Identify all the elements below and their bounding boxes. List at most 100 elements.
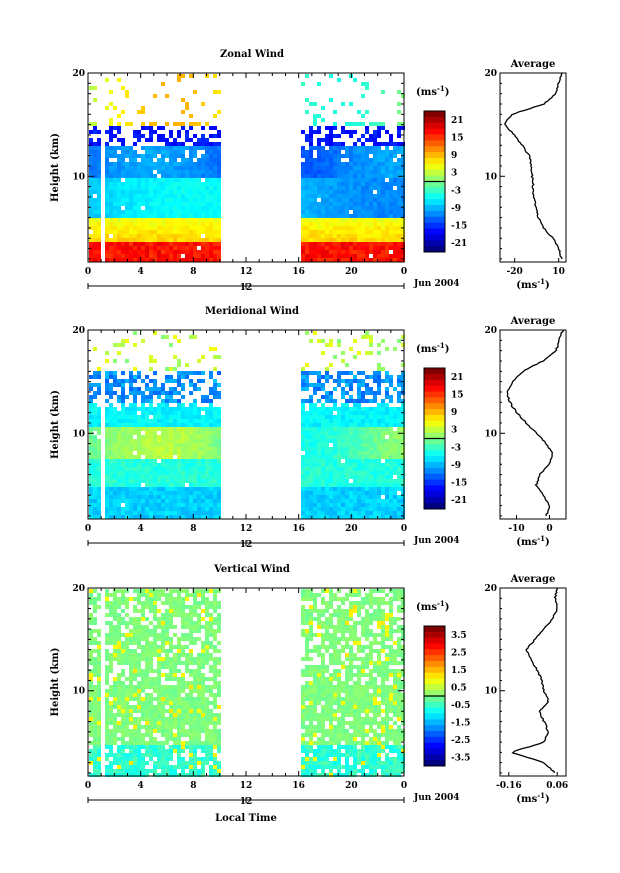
- heatmap-cell: [177, 483, 181, 487]
- heatmap-cell: [149, 170, 153, 174]
- heatmap-cell: [149, 250, 153, 254]
- heatmap-cell: [113, 407, 117, 411]
- heatmap-cell: [373, 214, 377, 218]
- heatmap-cell: [153, 198, 157, 202]
- heatmap-cell: [329, 447, 333, 451]
- heatmap-cell: [129, 661, 133, 665]
- heatmap-cell: [137, 174, 141, 178]
- colorbar-swatch: [424, 473, 445, 481]
- heatmap-cell: [161, 729, 165, 733]
- heatmap-cell: [93, 447, 97, 451]
- heatmap-cell: [105, 383, 109, 387]
- heatmap-cell: [133, 709, 137, 713]
- heatmap-cell: [365, 242, 369, 246]
- heatmap-cell: [357, 222, 361, 226]
- heatmap-cell: [309, 463, 313, 467]
- heatmap-cell: [97, 234, 101, 238]
- heatmap-cell: [137, 669, 141, 673]
- heatmap-cell: [165, 633, 169, 637]
- heatmap-cell: [177, 435, 181, 439]
- heatmap-cell: [321, 254, 325, 258]
- heatmap-cell: [177, 495, 181, 499]
- heatmap-cell: [369, 178, 373, 182]
- heatmap-cell: [141, 246, 145, 250]
- heatmap-cell: [109, 705, 113, 709]
- heatmap-cell: [313, 407, 317, 411]
- heatmap-cell: [121, 745, 125, 749]
- heatmap-cell: [349, 347, 353, 351]
- heatmap-cell: [385, 403, 389, 407]
- heatmap-cell: [181, 467, 185, 471]
- heatmap-cell: [109, 717, 113, 721]
- heatmap-cell: [217, 507, 221, 511]
- heatmap-cell: [401, 142, 405, 146]
- heatmap-cell: [397, 483, 401, 487]
- heatmap-cell: [97, 451, 101, 455]
- heatmap-cell: [193, 194, 197, 198]
- heatmap-cell: [125, 605, 129, 609]
- heatmap-cell: [105, 467, 109, 471]
- heatmap-cell: [145, 395, 149, 399]
- heatmap-cell: [109, 487, 113, 491]
- heatmap-cell: [93, 729, 97, 733]
- heatmap-cell: [329, 206, 333, 210]
- heatmap-cell: [149, 593, 153, 597]
- heatmap-cell: [93, 745, 97, 749]
- heatmap-cell: [93, 721, 97, 725]
- heatmap-cell: [185, 427, 189, 431]
- heatmap-cell: [401, 387, 405, 391]
- heatmap-cell: [181, 487, 185, 491]
- heatmap-cell: [109, 629, 113, 633]
- heatmap-cell: [357, 351, 361, 355]
- heatmap-cell: [185, 230, 189, 234]
- heatmap-cell: [209, 206, 213, 210]
- heatmap-cell: [121, 439, 125, 443]
- heatmap-cell: [393, 250, 397, 254]
- heatmap-cell: [117, 250, 121, 254]
- heatmap-cell: [329, 234, 333, 238]
- heatmap-cell: [301, 194, 305, 198]
- heatmap-cell: [161, 613, 165, 617]
- heatmap-cell: [373, 206, 377, 210]
- heatmap-cell: [213, 483, 217, 487]
- heatmap-cell: [213, 427, 217, 431]
- heatmap-cell: [377, 214, 381, 218]
- heatmap-cell: [349, 122, 353, 126]
- heatmap-cell: [133, 753, 137, 757]
- heatmap-cell: [393, 415, 397, 419]
- heatmap-cell: [341, 254, 345, 258]
- heatmap-cell: [145, 383, 149, 387]
- heatmap-cell: [361, 170, 365, 174]
- heatmap-cell: [89, 657, 93, 661]
- heatmap-cell: [89, 206, 93, 210]
- heatmap-cell: [217, 134, 221, 138]
- heatmap-cell: [377, 158, 381, 162]
- heatmap-cell: [373, 174, 377, 178]
- heatmap-cell: [105, 178, 109, 182]
- heatmap-cell: [337, 491, 341, 495]
- heatmap-cell: [377, 475, 381, 479]
- heatmap-cell: [105, 589, 109, 593]
- heatmap-cell: [153, 94, 157, 98]
- heatmap-cell: [161, 499, 165, 503]
- heatmap-cell: [189, 415, 193, 419]
- heatmap-cell: [161, 693, 165, 697]
- heatmap-cell: [153, 677, 157, 681]
- heatmap-cell: [173, 142, 177, 146]
- heatmap-cell: [321, 198, 325, 202]
- heatmap-cell: [193, 443, 197, 447]
- heatmap-cell: [125, 194, 129, 198]
- heatmap-cell: [133, 154, 137, 158]
- heatmap-cell: [321, 246, 325, 250]
- heatmap-cell: [165, 379, 169, 383]
- heatmap-cell: [325, 222, 329, 226]
- heatmap-cell: [169, 669, 173, 673]
- heatmap-cell: [197, 146, 201, 150]
- heatmap-cell: [177, 423, 181, 427]
- heatmap-cell: [217, 427, 221, 431]
- heatmap-cell: [189, 242, 193, 246]
- heatmap-cell: [165, 439, 169, 443]
- heatmap-cell: [397, 162, 401, 166]
- heatmap-cell: [317, 174, 321, 178]
- heatmap-cell: [385, 166, 389, 170]
